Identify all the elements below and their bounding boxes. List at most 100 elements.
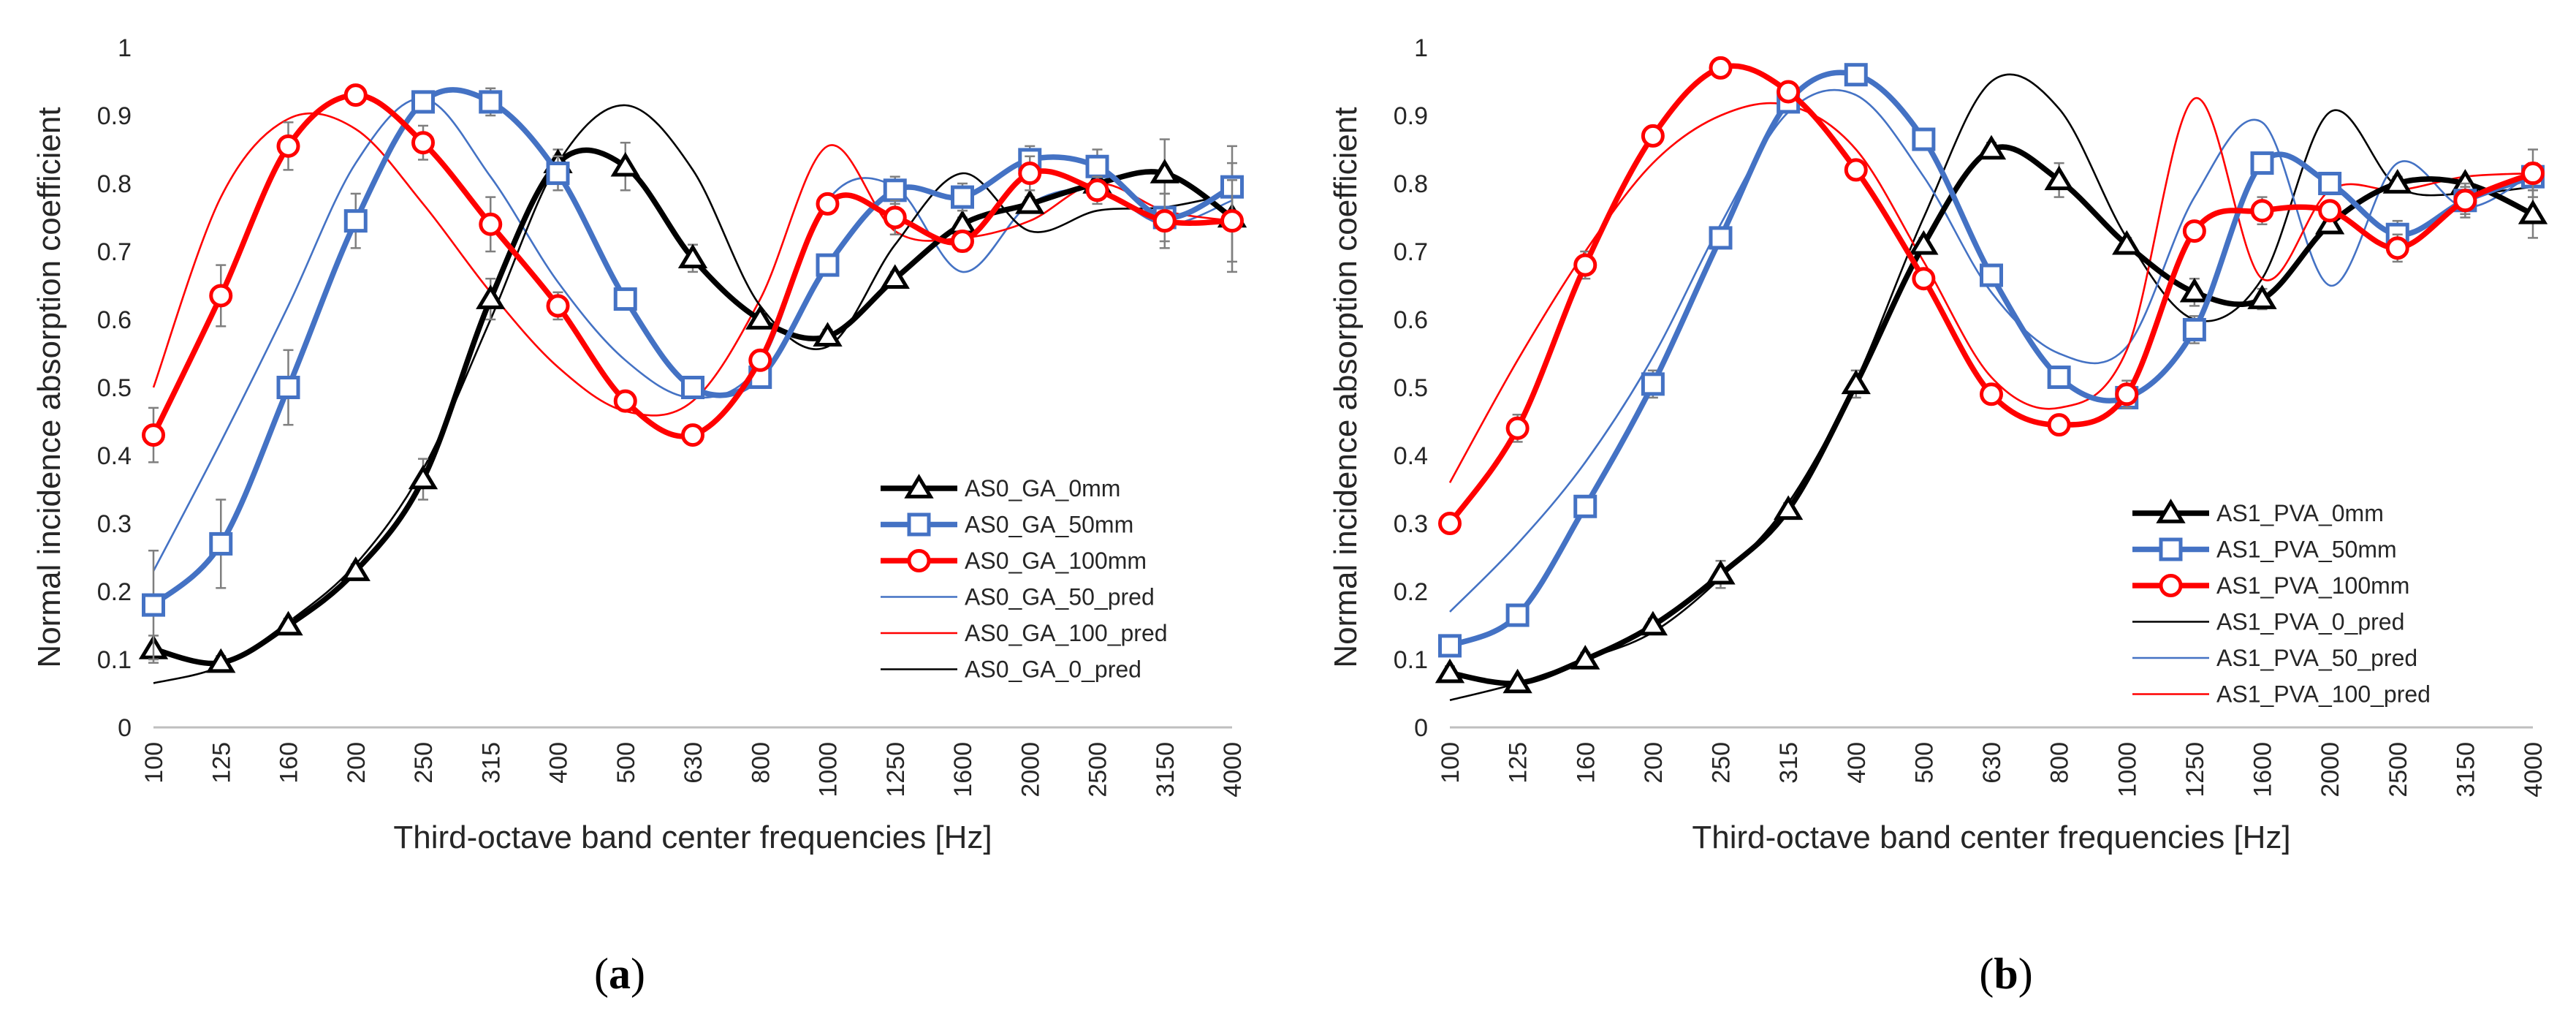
data-point-marker	[2115, 382, 2139, 406]
data-point-marker	[2247, 284, 2277, 309]
data-point-marker	[1015, 189, 1045, 214]
data-point-marker	[343, 209, 368, 233]
data-point-marker	[1573, 494, 1597, 518]
x-tick-label: 630	[1978, 742, 2006, 784]
x-tick-label: 800	[2046, 742, 2074, 784]
data-point-marker	[209, 531, 233, 556]
y-tick-label: 0.2	[97, 578, 132, 606]
data-point-marker	[276, 134, 300, 158]
y-tick-label: 0.3	[97, 510, 132, 538]
data-point-marker	[951, 230, 974, 254]
legend-marker	[2156, 499, 2186, 523]
x-tick-labels-a: 100 125 160 200 250 315 400 500 630 800 1000 1250 16…	[140, 742, 1247, 798]
panel-caption-b: (b)	[1979, 950, 2032, 998]
series-group-a	[138, 83, 1247, 684]
data-point-marker	[1709, 226, 1733, 250]
x-tick-label: 1000	[2113, 742, 2141, 798]
data-point-marker	[1709, 56, 1733, 80]
y-tick-label: 0.6	[1394, 306, 1428, 334]
x-tick-label: 100	[1437, 742, 1464, 784]
data-point-marker	[2385, 236, 2409, 260]
legend-item: AS0_GA_50_pred	[881, 584, 1155, 610]
data-point-marker	[1976, 135, 2007, 160]
x-axis-title-a: Third-octave band center frequencies [Hz…	[393, 820, 992, 855]
y-tick-label: 0.9	[97, 102, 132, 130]
data-point-marker	[2182, 317, 2206, 341]
legend-label: AS0_GA_0_pred	[965, 656, 1141, 683]
data-point-marker	[748, 348, 772, 372]
legend-label: AS0_GA_100_pred	[965, 620, 1168, 646]
data-point-marker	[2521, 162, 2545, 186]
x-tick-label: 250	[410, 742, 438, 784]
x-tick-label: 125	[1505, 742, 1532, 784]
panel-caption-a: (a)	[594, 950, 645, 998]
y-tick-label: 0.8	[1394, 170, 1428, 198]
legend-item: AS1_PVA_50_pred	[2132, 645, 2417, 671]
y-tick-label: 0.4	[1394, 442, 1428, 470]
legend-item: AS0_GA_0_pred	[881, 656, 1141, 683]
y-tick-labels-b: 0 0.1 0.2 0.3 0.4 0.5 0.6 0.7 0.8 0.9 1	[1394, 34, 1428, 742]
data-point-marker	[1150, 159, 1179, 183]
data-point-marker	[1980, 263, 2003, 287]
legend-label: AS1_PVA_50mm	[2216, 537, 2397, 563]
y-tick-label: 0.3	[1394, 510, 1428, 538]
data-point-marker	[880, 264, 910, 289]
y-tick-label: 0.7	[97, 238, 132, 266]
data-point-marker	[1912, 267, 1936, 291]
x-tick-label: 1600	[2249, 742, 2277, 798]
data-point-marker	[1912, 127, 1936, 151]
y-tick-label: 1	[118, 34, 132, 62]
data-point-marker	[813, 322, 843, 347]
x-tick-label: 400	[1843, 742, 1871, 784]
legend-item: AS0_GA_0mm	[881, 474, 1120, 501]
series-AS0_GA_100mm	[142, 83, 1244, 463]
data-point-marker	[142, 423, 165, 447]
x-tick-label: 630	[680, 742, 707, 784]
x-tick-label: 2000	[2317, 742, 2344, 798]
data-point-marker	[1844, 63, 1868, 87]
data-point-marker	[479, 90, 503, 114]
data-point-marker	[1773, 495, 1804, 521]
x-tick-label: 500	[1910, 742, 1938, 784]
y-tick-label: 1	[1414, 34, 1428, 62]
data-point-marker	[2179, 277, 2210, 303]
data-point-marker	[883, 178, 907, 202]
x-tick-label: 315	[1775, 742, 1803, 784]
y-tick-label: 0.9	[1394, 102, 1428, 130]
data-point-marker	[681, 423, 704, 447]
x-tick-label: 200	[343, 742, 371, 784]
y-tick-label: 0.1	[1394, 646, 1428, 674]
x-tick-label: 200	[1640, 742, 1668, 784]
data-point-marker	[1152, 209, 1177, 233]
data-point-marker	[1085, 154, 1109, 178]
legend-label: AS0_GA_100mm	[965, 548, 1147, 574]
legend-item: AS0_GA_100mm	[881, 548, 1147, 574]
y-tick-label: 0.5	[97, 374, 132, 402]
data-point-marker	[2047, 413, 2071, 437]
legend-item: AS1_PVA_0_pred	[2132, 609, 2404, 635]
data-point-marker	[1505, 603, 1530, 627]
data-point-marker	[1435, 658, 1465, 684]
chart-panel-b: 0 0.1 0.2 0.3 0.4 0.5 0.6 0.7 0.8 0.9 1 100 125 160 2…	[1328, 34, 2548, 998]
data-point-marker	[613, 389, 637, 413]
legend-item: AS1_PVA_100_pred	[2132, 681, 2431, 708]
x-tick-label: 1000	[815, 742, 843, 798]
data-point-marker	[2518, 199, 2548, 224]
data-point-marker	[2318, 199, 2342, 223]
y-tick-label: 0.2	[1394, 578, 1428, 606]
x-tick-label: 1250	[882, 742, 910, 798]
legend-item: AS1_PVA_0mm	[2132, 499, 2384, 526]
x-tick-label: 125	[208, 742, 235, 784]
x-tick-label: 1250	[2181, 742, 2209, 798]
data-point-marker	[2182, 219, 2206, 243]
legend-marker	[2159, 574, 2183, 597]
data-point-marker	[883, 205, 907, 230]
y-tick-label: 0.1	[97, 646, 132, 674]
legend-label: AS1_PVA_0_pred	[2216, 609, 2404, 635]
data-point-marker	[1505, 416, 1530, 440]
y-tick-label: 0.7	[1394, 238, 1428, 266]
x-tick-label: 100	[140, 742, 168, 784]
legend-b: AS1_PVA_0mm AS1_PVA_50mm AS1_PVA_100mm AS1_…	[2132, 499, 2431, 708]
series-line	[1448, 97, 2534, 483]
